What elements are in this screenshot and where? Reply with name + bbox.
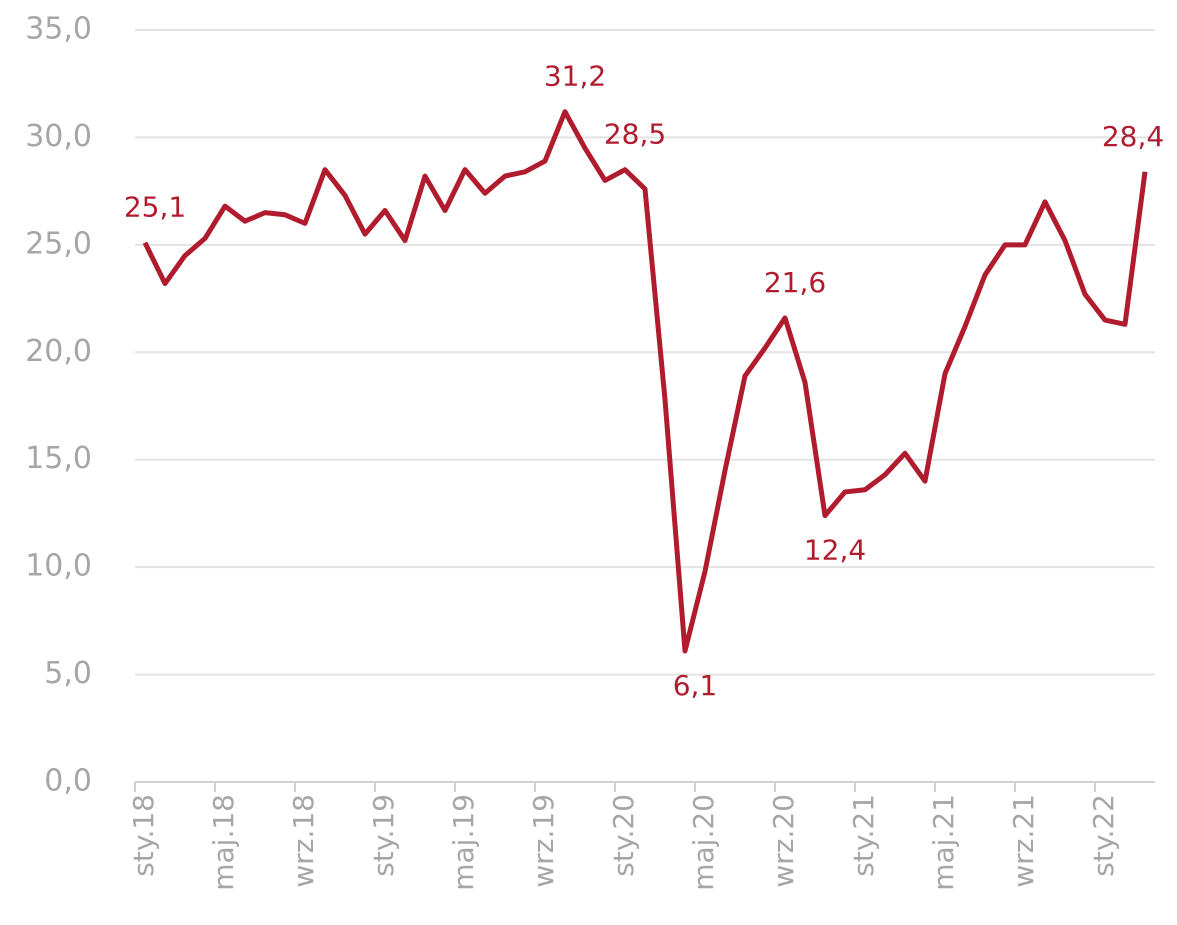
y-tick-label: 5,0	[44, 656, 92, 691]
data-label: 6,1	[673, 669, 718, 702]
data-label: 25,1	[124, 191, 186, 224]
y-tick-label: 35,0	[25, 12, 92, 47]
y-tick-label: 20,0	[25, 334, 92, 369]
line	[142, 109, 1148, 654]
x-tick-label: maj.20	[687, 794, 720, 891]
x-tick-label: wrz.19	[527, 794, 560, 888]
y-tick-label: 10,0	[25, 549, 92, 584]
x-tick-label: sty.19	[367, 794, 400, 877]
x-tick-label: wrz.20	[767, 794, 800, 888]
y-tick-label: 0,0	[44, 764, 92, 799]
data-label: 28,4	[1102, 120, 1164, 153]
y-tick-label: 30,0	[25, 119, 92, 154]
x-tick-label: maj.18	[207, 794, 240, 891]
x-tick-label: sty.21	[847, 794, 880, 877]
data-label: 31,2	[544, 60, 606, 93]
x-tick-label: wrz.21	[1007, 794, 1040, 888]
x-tick-label: maj.19	[447, 794, 480, 891]
data-label: 28,5	[604, 118, 666, 151]
x-tick-label: sty.22	[1087, 794, 1120, 877]
data-label: 12,4	[804, 534, 866, 567]
y-tick-label: 15,0	[25, 441, 92, 476]
x-tick-label: maj.21	[927, 794, 960, 891]
data-label: 21,6	[764, 266, 826, 299]
x-tick-label: wrz.18	[287, 794, 320, 888]
x-tick-label: sty.18	[127, 794, 160, 877]
y-tick-label: 25,0	[25, 226, 92, 261]
x-tick-label: sty.20	[607, 794, 640, 877]
